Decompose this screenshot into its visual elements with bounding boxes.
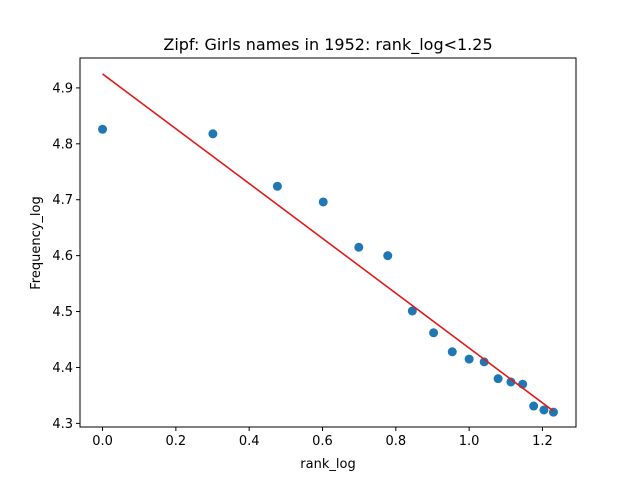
- data-point-5: [383, 251, 393, 261]
- y-axis-label: Frequency_log: [29, 196, 44, 289]
- data-point-6: [407, 306, 417, 316]
- data-point-10: [479, 357, 489, 367]
- y-tick-label: 4.6: [52, 249, 73, 264]
- x-tick-label: 0.6: [312, 434, 333, 449]
- x-tick-label: 0.0: [92, 434, 113, 449]
- plot-frame: [79, 57, 577, 428]
- x-tick-label: 0.2: [166, 434, 187, 449]
- y-tick-label: 4.5: [52, 305, 73, 320]
- y-tick-label: 4.8: [52, 137, 73, 152]
- y-tick-label: 4.7: [52, 193, 73, 208]
- data-point-9: [464, 354, 474, 364]
- fit-line: [102, 73, 554, 412]
- y-tick-label: 4.4: [52, 361, 73, 376]
- y-tick-label: 4.9: [52, 81, 73, 96]
- data-point-2: [272, 181, 282, 191]
- x-tick-label: 0.8: [385, 434, 406, 449]
- x-axis-label: rank_log: [300, 457, 355, 472]
- plot-area: [98, 73, 558, 417]
- x-tick-label: 1.2: [532, 434, 553, 449]
- data-point-0: [98, 124, 108, 134]
- data-point-4: [354, 242, 364, 252]
- data-point-15: [539, 405, 549, 415]
- x-tick-label: 1.0: [459, 434, 480, 449]
- x-tick-label: 0.4: [239, 434, 260, 449]
- data-point-8: [447, 347, 457, 357]
- y-axis: 4.3 4.4 4.5 4.6 4.7 4.8 4.9: [52, 81, 80, 432]
- chart-title: Zipf: Girls names in 1952: rank_log<1.25: [163, 35, 492, 55]
- data-point-12: [506, 377, 516, 387]
- y-tick-label: 4.3: [52, 417, 73, 432]
- data-point-14: [529, 401, 539, 411]
- data-point-1: [208, 129, 218, 139]
- data-point-11: [493, 374, 503, 384]
- data-point-7: [429, 328, 439, 338]
- data-point-3: [318, 197, 328, 207]
- x-axis: 0.0 0.2 0.4 0.6 0.8 1.0 1.2: [92, 427, 553, 449]
